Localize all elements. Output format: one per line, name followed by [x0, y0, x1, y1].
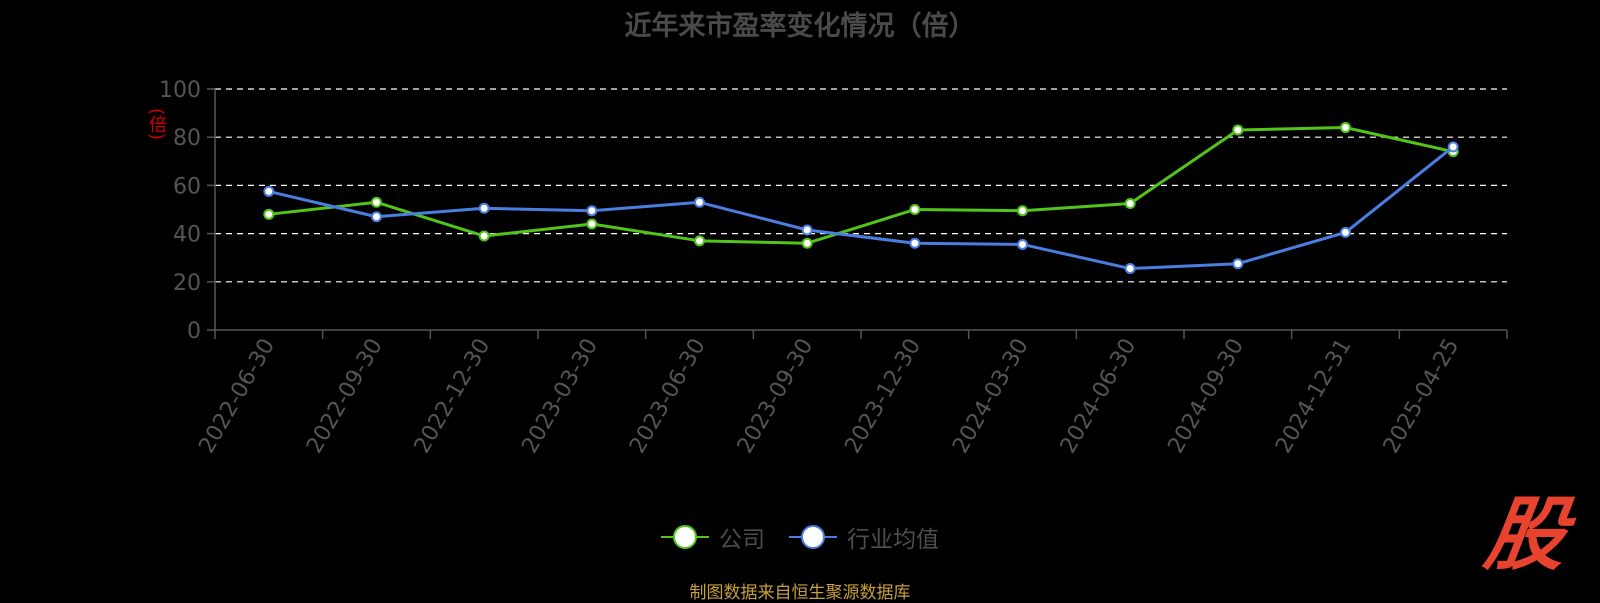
legend-marker-company	[661, 525, 709, 549]
x-tick-label: 2024-03-30	[948, 335, 1034, 458]
data-point-company	[371, 196, 382, 208]
data-point-company	[1232, 124, 1244, 136]
data-point-company	[263, 208, 275, 220]
data-point-industry	[371, 211, 382, 223]
x-tick-label: 2022-06-30	[194, 335, 280, 458]
legend-marker-industry	[789, 525, 837, 549]
x-tick-label: 2022-09-30	[302, 335, 388, 458]
data-point-company	[478, 230, 490, 242]
data-point-industry	[1124, 263, 1136, 275]
x-tick-label: 2024-09-30	[1163, 335, 1249, 458]
y-tick-label: 0	[187, 319, 201, 344]
data-point-industry	[694, 196, 705, 208]
legend-label-industry: 行业均值	[847, 527, 939, 553]
data-point-industry	[1017, 238, 1028, 250]
y-tick-label: 60	[173, 174, 201, 199]
data-point-industry	[1340, 226, 1351, 238]
legend: 公司 行业均值	[0, 520, 1600, 554]
y-tick-label: 100	[159, 78, 201, 103]
y-tick-label: 40	[173, 223, 201, 248]
data-point-industry	[1447, 141, 1459, 153]
brand-logo: 股	[1479, 488, 1573, 581]
data-point-industry	[909, 237, 921, 249]
data-point-company	[1017, 205, 1028, 217]
data-point-company	[694, 235, 705, 247]
x-tick-label: 2023-09-30	[733, 335, 819, 458]
data-point-company	[801, 237, 813, 249]
data-source-note: 制图数据来自恒生聚源数据库	[689, 583, 911, 603]
x-tick-label: 2025-04-25	[1379, 335, 1465, 458]
y-tick-label: 80	[173, 126, 201, 151]
x-tick-label: 2023-12-30	[840, 334, 926, 457]
chart-title: 近年来市盈率变化情况（倍）	[624, 11, 976, 42]
x-tick-label: 2024-06-30	[1056, 335, 1142, 458]
data-point-company	[1124, 197, 1136, 209]
x-tick-label: 2023-03-30	[517, 335, 603, 458]
series-line-industry	[268, 145, 1455, 271]
data-point-company	[1340, 122, 1351, 134]
data-point-industry	[478, 202, 490, 214]
x-tick-label: 2022-12-30	[410, 334, 496, 457]
y-tick-label: 20	[173, 271, 201, 296]
data-point-company	[586, 218, 598, 230]
x-tick-label: 2023-06-30	[625, 335, 711, 458]
data-point-industry	[586, 205, 598, 217]
legend-item-industry[interactable]: 行业均值	[789, 520, 939, 554]
data-point-industry	[263, 185, 275, 197]
legend-item-company[interactable]: 公司	[661, 520, 765, 554]
data-point-industry	[801, 224, 813, 236]
series-line-company	[268, 126, 1454, 245]
x-tick-label: 2024-12-31	[1271, 335, 1357, 458]
data-point-company	[909, 204, 921, 215]
data-point-industry	[1232, 258, 1244, 270]
y-axis-unit-label: (倍)	[146, 108, 167, 141]
legend-label-company: 公司	[719, 527, 765, 553]
